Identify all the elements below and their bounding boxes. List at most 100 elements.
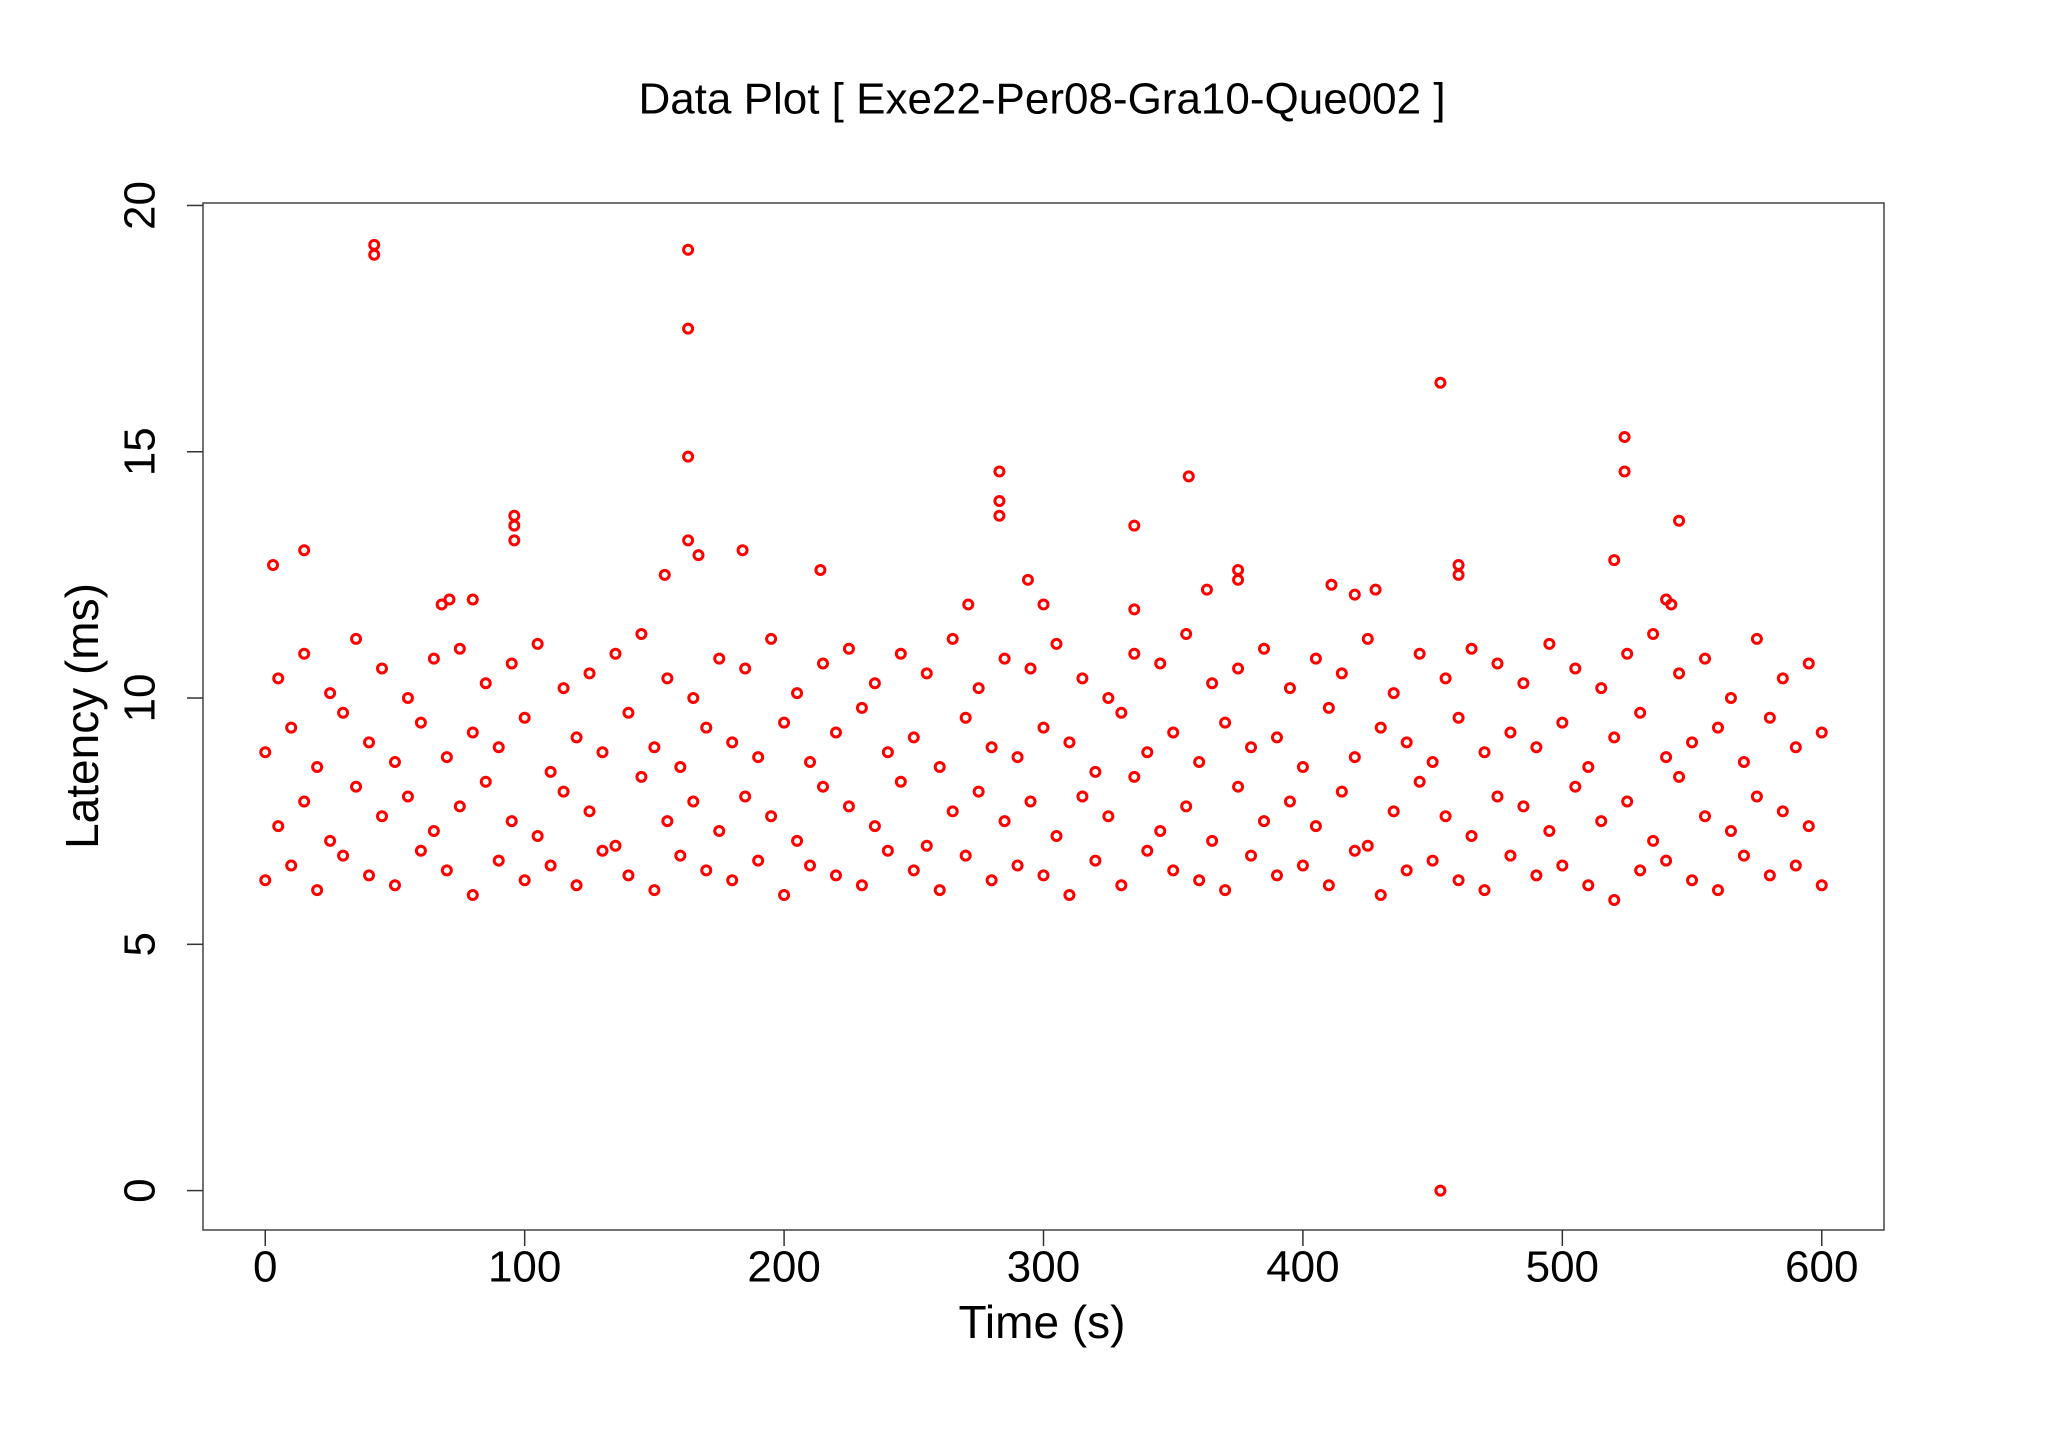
point — [868, 820, 881, 833]
point — [337, 849, 350, 862]
point — [1193, 874, 1206, 887]
point — [700, 721, 713, 734]
point — [479, 775, 492, 788]
point — [739, 790, 752, 803]
point — [1582, 879, 1595, 892]
point — [1361, 839, 1374, 852]
point — [959, 849, 972, 862]
point — [1686, 874, 1699, 887]
point — [583, 805, 596, 818]
point — [508, 534, 521, 547]
point — [1037, 869, 1050, 882]
point — [687, 795, 700, 808]
point — [855, 879, 868, 892]
point — [1141, 746, 1154, 759]
y-tick-label: 15 — [116, 427, 165, 476]
point — [959, 711, 972, 724]
point — [1673, 514, 1686, 527]
point — [1232, 662, 1245, 675]
point — [1180, 800, 1193, 813]
point — [505, 657, 518, 670]
point — [285, 859, 298, 872]
point — [1063, 889, 1076, 902]
x-tick-label: 100 — [488, 1243, 561, 1292]
point — [414, 844, 427, 857]
point — [508, 519, 521, 532]
x-axis-label: Time (s) — [959, 1296, 1126, 1348]
point — [1608, 731, 1621, 744]
point — [531, 829, 544, 842]
point — [570, 731, 583, 744]
point — [1665, 598, 1678, 611]
x-tick-label: 500 — [1526, 1243, 1599, 1292]
point — [1270, 869, 1283, 882]
point — [622, 706, 635, 719]
point — [531, 637, 544, 650]
point — [1050, 637, 1063, 650]
point — [946, 805, 959, 818]
point — [1673, 770, 1686, 783]
point — [267, 559, 280, 572]
point — [1543, 637, 1556, 650]
point — [1556, 716, 1569, 729]
point — [570, 879, 583, 892]
point — [687, 692, 700, 705]
point — [1167, 726, 1180, 739]
point — [1711, 884, 1724, 897]
point — [998, 815, 1011, 828]
point — [1815, 879, 1828, 892]
y-tick-label: 20 — [116, 181, 165, 230]
point — [375, 662, 388, 675]
point — [1660, 751, 1673, 764]
point — [1258, 815, 1271, 828]
point — [1434, 1184, 1447, 1197]
point — [1335, 785, 1348, 798]
point — [368, 248, 381, 261]
point — [375, 810, 388, 823]
point — [1182, 470, 1195, 483]
point — [1037, 598, 1050, 611]
point — [1530, 869, 1543, 882]
point — [1618, 465, 1631, 478]
point — [1595, 815, 1608, 828]
x-tick-label: 200 — [747, 1243, 820, 1292]
point — [1076, 672, 1089, 685]
point — [1582, 760, 1595, 773]
point — [1037, 721, 1050, 734]
point — [1128, 647, 1141, 660]
point — [1219, 716, 1232, 729]
point — [1686, 736, 1699, 749]
point — [1011, 751, 1024, 764]
point — [1050, 829, 1063, 842]
point — [692, 549, 705, 562]
point — [791, 687, 804, 700]
point — [1434, 376, 1447, 389]
point — [337, 706, 350, 719]
point — [1569, 662, 1582, 675]
point — [920, 667, 933, 680]
point — [466, 889, 479, 902]
point — [1776, 805, 1789, 818]
x-tick-label: 300 — [1007, 1243, 1080, 1292]
point — [1750, 632, 1763, 645]
point — [1024, 795, 1037, 808]
point — [1724, 825, 1737, 838]
point — [1478, 884, 1491, 897]
point — [700, 864, 713, 877]
point — [804, 756, 817, 769]
point — [298, 544, 311, 557]
point — [518, 874, 531, 887]
point — [492, 854, 505, 867]
point — [674, 849, 687, 862]
point — [440, 864, 453, 877]
point — [1128, 770, 1141, 783]
point — [1102, 810, 1115, 823]
point — [1232, 780, 1245, 793]
point — [1387, 805, 1400, 818]
point — [1141, 844, 1154, 857]
point — [1374, 889, 1387, 902]
point — [1439, 810, 1452, 823]
point — [609, 647, 622, 660]
point — [1283, 682, 1296, 695]
